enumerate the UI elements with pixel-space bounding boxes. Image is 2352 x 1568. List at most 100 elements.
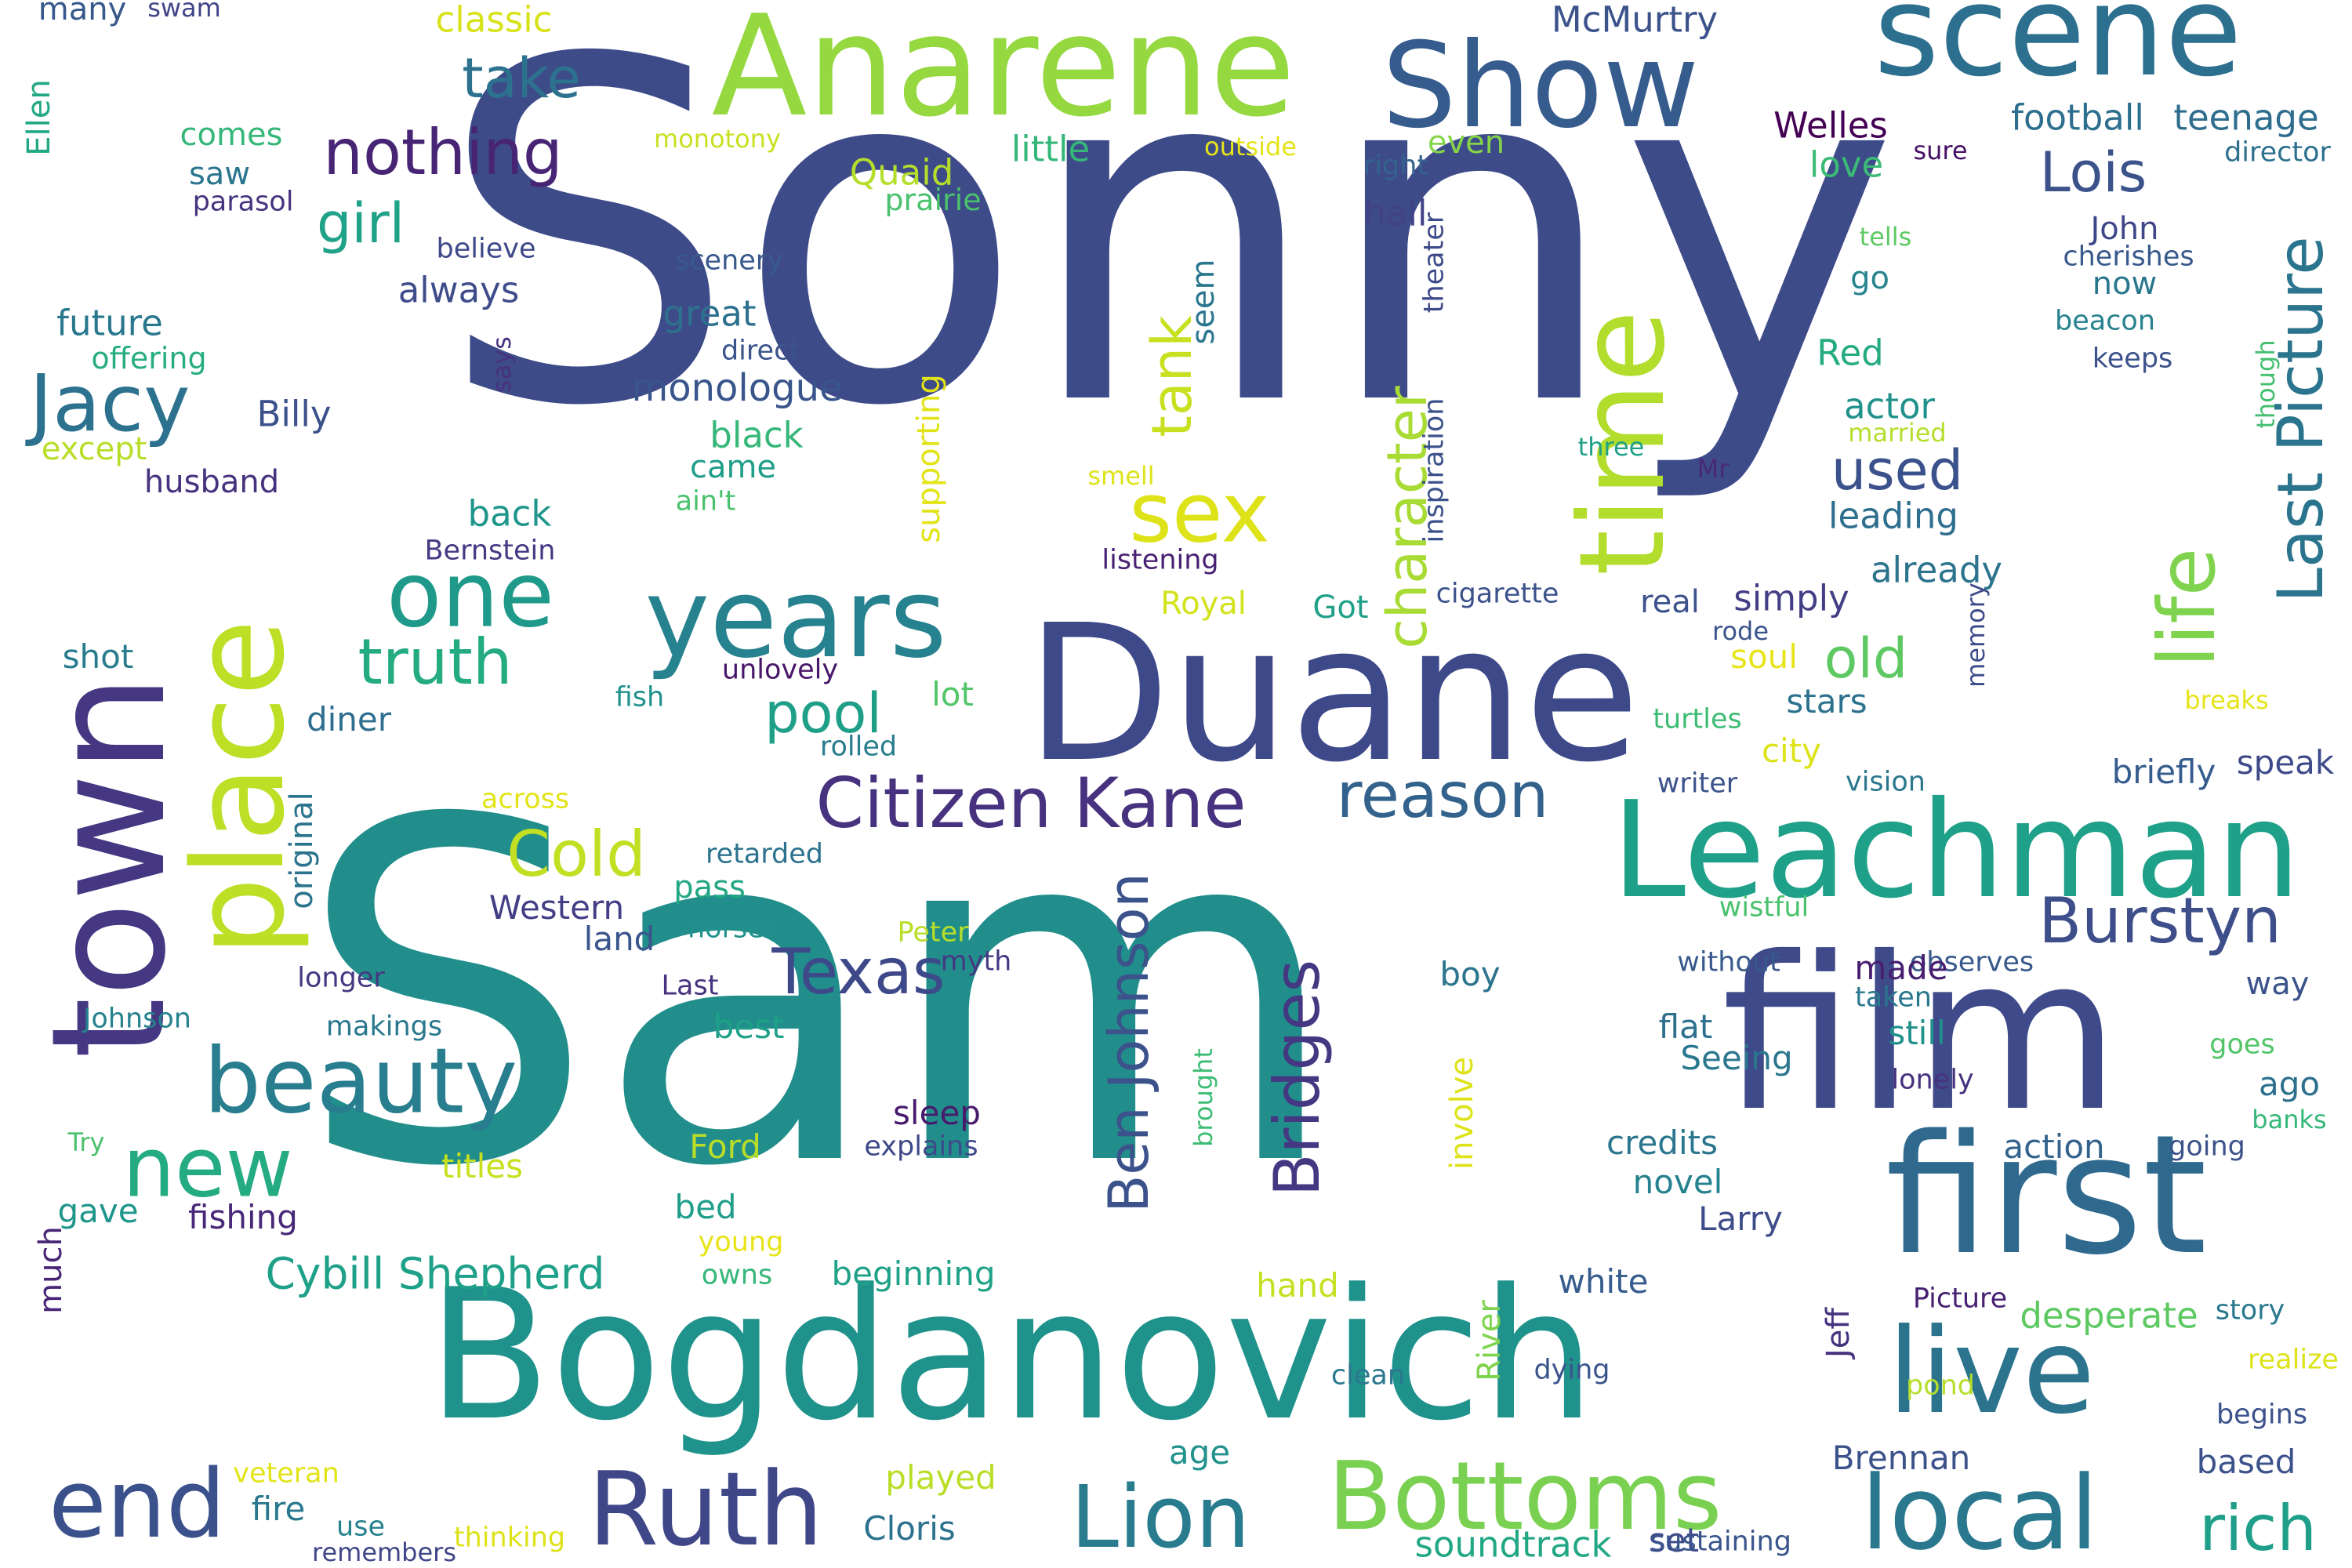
- cloud-word: Texas: [771, 935, 946, 1008]
- cloud-word: listening: [1102, 544, 1219, 576]
- cloud-word: Mr: [1697, 454, 1730, 484]
- cloud-word: now: [2092, 266, 2158, 302]
- cloud-word: beginning: [831, 1254, 996, 1293]
- cloud-word: inspiration: [1418, 397, 1450, 543]
- cloud-word: Brennan: [1831, 1439, 1971, 1477]
- cloud-word: sleep: [893, 1094, 981, 1132]
- cloud-word: always: [397, 269, 520, 311]
- cloud-word: diner: [306, 700, 392, 739]
- cloud-word: Bridges: [1261, 959, 1334, 1197]
- cloud-word: River: [1472, 1300, 1508, 1381]
- cloud-word: horses: [688, 913, 779, 945]
- cloud-word: prairie: [884, 183, 982, 217]
- cloud-word: Lion: [1070, 1467, 1250, 1567]
- cloud-word: Citizen Kane: [815, 763, 1247, 844]
- cloud-word: town: [18, 673, 201, 1059]
- cloud-word: except: [41, 431, 147, 467]
- cloud-word: came: [689, 449, 777, 485]
- cloud-word: McMurtry: [1551, 0, 1719, 41]
- cloud-word: set: [1648, 1521, 1700, 1559]
- cloud-word: take: [462, 46, 581, 111]
- cloud-word: Burstyn: [2038, 884, 2281, 957]
- cloud-word: used: [1831, 438, 1964, 503]
- cloud-word: shot: [62, 637, 134, 676]
- cloud-word: speak: [2236, 743, 2335, 782]
- cloud-word: desperate: [2020, 1294, 2198, 1337]
- cloud-word: Jeff: [1820, 1308, 1857, 1358]
- cloud-word: taken: [1855, 982, 1932, 1014]
- cloud-word: action: [2003, 1127, 2105, 1166]
- cloud-word: young: [698, 1226, 784, 1258]
- cloud-word: boy: [1439, 955, 1501, 993]
- cloud-word: love: [1809, 143, 1884, 186]
- cloud-word: city: [1761, 731, 1822, 770]
- cloud-word: age: [1168, 1433, 1231, 1472]
- cloud-word: simply: [1733, 577, 1849, 619]
- cloud-word: director: [2224, 136, 2331, 169]
- cloud-word: briefly: [2111, 753, 2216, 791]
- cloud-word: truth: [358, 626, 513, 699]
- cloud-word: comes: [180, 117, 283, 153]
- cloud-word: soul: [1730, 637, 1798, 676]
- cloud-word: retarded: [705, 838, 824, 870]
- cloud-word: future: [56, 302, 163, 344]
- cloud-word: played: [885, 1458, 996, 1497]
- cloud-word: vision: [1846, 766, 1926, 798]
- cloud-word: classic: [435, 0, 553, 41]
- cloud-word: already: [1870, 549, 2003, 591]
- cloud-word: lonely: [1891, 1064, 1974, 1096]
- cloud-word: Ben Johnson: [1097, 873, 1161, 1213]
- cloud-word: actor: [1844, 385, 1935, 427]
- cloud-word: Cold: [506, 818, 646, 891]
- cloud-word: pond: [1905, 1370, 1976, 1402]
- cloud-word: beauty: [203, 1029, 518, 1134]
- cloud-word: makings: [325, 1011, 443, 1043]
- cloud-word: flat: [1658, 1007, 1713, 1046]
- cloud-word: live: [1887, 1304, 2096, 1440]
- cloud-word: parasol: [192, 186, 294, 218]
- cloud-word: though: [2251, 339, 2281, 429]
- cloud-word: black: [710, 414, 804, 456]
- cloud-word: bed: [674, 1188, 737, 1226]
- cloud-word: ago: [2258, 1065, 2321, 1103]
- cloud-word: fish: [615, 681, 665, 713]
- cloud-word: first: [1885, 1099, 2208, 1291]
- cloud-word: pool: [764, 681, 882, 746]
- cloud-word: owns: [701, 1259, 773, 1291]
- cloud-word: rolled: [819, 731, 898, 763]
- cloud-word: rich: [2199, 1492, 2317, 1565]
- cloud-word: fire: [251, 1490, 306, 1528]
- cloud-word: original: [284, 792, 320, 909]
- cloud-word: teenage: [2173, 96, 2319, 139]
- cloud-word: supporting: [911, 374, 947, 543]
- cloud-word: saw: [188, 156, 251, 192]
- cloud-word: veteran: [233, 1457, 339, 1490]
- cloud-word: one: [387, 543, 554, 648]
- cloud-word: Billy: [256, 393, 332, 435]
- cloud-word: novel: [1632, 1163, 1723, 1201]
- cloud-word: begins: [2216, 1399, 2308, 1431]
- cloud-word: titles: [441, 1147, 523, 1185]
- cloud-word: story: [2215, 1294, 2285, 1327]
- cloud-word: turtles: [1653, 703, 1742, 735]
- cloud-word: writer: [1657, 768, 1738, 800]
- cloud-word: remembers: [312, 1537, 456, 1567]
- cloud-word: Last: [661, 970, 719, 1002]
- cloud-word: way: [2245, 966, 2310, 1002]
- cloud-word: Cybill Shepherd: [265, 1248, 605, 1299]
- cloud-word: John: [2090, 211, 2159, 247]
- cloud-word: leading: [1828, 495, 1958, 537]
- cloud-word: beacon: [2054, 305, 2156, 337]
- cloud-word: Western: [488, 888, 625, 927]
- cloud-word: Peter: [897, 916, 969, 949]
- cloud-word: cigarette: [1436, 578, 1559, 610]
- cloud-word: brought: [1189, 1048, 1218, 1147]
- cloud-word: Ruth: [587, 1450, 824, 1568]
- cloud-word: across: [481, 783, 570, 815]
- cloud-word: still: [1888, 1014, 1946, 1052]
- cloud-word: unlovely: [721, 654, 839, 686]
- cloud-word: smell: [1087, 461, 1155, 491]
- cloud-word: memory: [1961, 583, 1991, 688]
- cloud-word: Ford: [689, 1127, 761, 1166]
- cloud-word: Sam: [296, 721, 1342, 1269]
